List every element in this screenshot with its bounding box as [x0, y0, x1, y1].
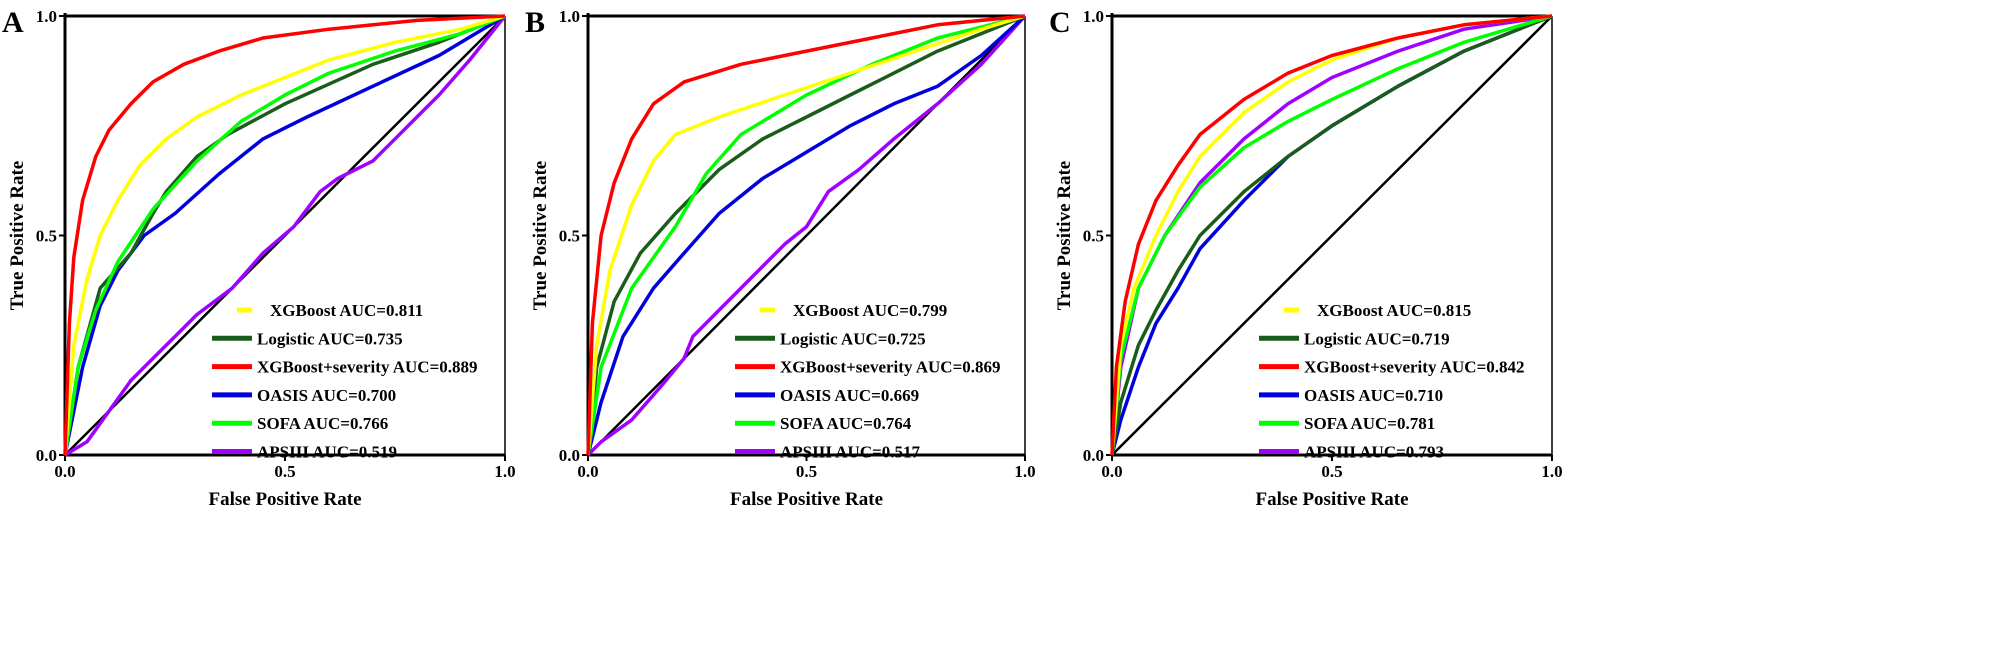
legend-label: XGBoost AUC=0.815: [1317, 301, 1471, 320]
legend-label: XGBoost+severity AUC=0.869: [780, 358, 1001, 377]
roc-curve-sofa: [1110, 14, 1553, 456]
y-tick-label: 0.5: [559, 227, 580, 246]
legend-label: APSIII AUC=0.519: [257, 443, 397, 462]
legend: XGBoost AUC=0.799 Logistic AUC=0.725 XGBoo…: [735, 301, 1001, 462]
x-tick-label: 1.0: [494, 462, 515, 481]
roc-curve-logistic: [63, 14, 506, 456]
panel-label: A: [2, 6, 24, 39]
roc-curve-apsiii: [64, 14, 507, 457]
x-tick-label: 0.0: [54, 462, 75, 481]
x-axis-title: False Positive Rate: [208, 489, 361, 510]
legend-label: APSIII AUC=0.517: [780, 443, 921, 462]
legend-label: OASIS AUC=0.669: [780, 386, 919, 405]
y-axis-title: True Positive Rate: [1054, 161, 1075, 311]
legend-label: SOFA AUC=0.781: [1304, 414, 1435, 433]
legend-label: OASIS AUC=0.710: [1304, 386, 1443, 405]
roc-panel-a: 0.0 0.5 1.0 0.0 0.5 1.0 False Positive Rate Tru…: [2, 6, 516, 510]
x-tick-label: 1.0: [1541, 462, 1562, 481]
roc-curve-xgboost-severity: [1110, 14, 1553, 456]
roc-curve-xgboost: [586, 14, 1026, 456]
roc-curve-sofa: [586, 14, 1026, 456]
legend-label: Logistic AUC=0.735: [257, 329, 403, 348]
legend-label: Logistic AUC=0.719: [1304, 329, 1450, 348]
y-tick-label: 0.5: [1083, 227, 1104, 246]
legend-label: SOFA AUC=0.764: [780, 414, 912, 433]
roc-curve-sofa: [63, 14, 506, 456]
y-tick-label: 0.0: [559, 446, 580, 465]
legend-label: SOFA AUC=0.766: [257, 414, 388, 433]
y-tick-label: 0.5: [36, 227, 57, 246]
x-tick-label: 0.0: [577, 462, 598, 481]
roc-curve-oasis: [63, 14, 506, 456]
roc-panel-b: 0.0 0.5 1.0 0.0 0.5 1.0 False Positive Rate Tru…: [525, 6, 1036, 510]
y-axis-title: True Positive Rate: [530, 161, 551, 311]
legend: XGBoost AUC=0.811 Logistic AUC=0.735 XGBoo…: [212, 301, 478, 462]
roc-curve-logistic: [1110, 14, 1553, 456]
legend: XGBoost AUC=0.815 Logistic AUC=0.719 XGBoo…: [1259, 301, 1525, 462]
x-axis-title: False Positive Rate: [1255, 489, 1408, 510]
y-tick-label: 1.0: [1083, 7, 1104, 26]
roc-curve-oasis: [586, 14, 1027, 456]
legend-label: OASIS AUC=0.700: [257, 386, 396, 405]
panel-label: C: [1049, 6, 1071, 39]
roc-curve-xgboost-severity: [63, 14, 506, 456]
roc-curve-xgboost: [63, 14, 506, 456]
x-tick-label: 0.5: [796, 462, 817, 481]
legend-label: XGBoost AUC=0.811: [270, 301, 423, 320]
roc-curve-xgboost-severity: [586, 14, 1026, 456]
x-tick-label: 0.5: [274, 462, 295, 481]
reference-diagonal: [1111, 15, 1553, 456]
y-tick-label: 0.0: [36, 446, 57, 465]
legend-label: XGBoost+severity AUC=0.889: [257, 358, 478, 377]
x-tick-label: 1.0: [1014, 462, 1035, 481]
y-tick-label: 0.0: [1083, 446, 1104, 465]
roc-panel-c: 0.0 0.5 1.0 0.0 0.5 1.0 False Positive Rate Tru…: [1049, 6, 1563, 510]
legend-label: XGBoost AUC=0.799: [793, 301, 947, 320]
roc-curve-logistic: [586, 14, 1026, 456]
legend-label: APSIII AUC=0.793: [1304, 443, 1444, 462]
roc-curve-apsiii: [586, 14, 1027, 457]
y-tick-label: 1.0: [36, 7, 57, 26]
y-tick-label: 1.0: [559, 7, 580, 26]
legend-label: XGBoost+severity AUC=0.842: [1304, 358, 1525, 377]
x-axis-title: False Positive Rate: [730, 489, 883, 510]
x-tick-label: 0.5: [1321, 462, 1342, 481]
panel-label: B: [525, 6, 545, 39]
y-axis-title: True Positive Rate: [7, 161, 28, 311]
legend-label: Logistic AUC=0.725: [780, 329, 926, 348]
x-tick-label: 0.0: [1101, 462, 1122, 481]
